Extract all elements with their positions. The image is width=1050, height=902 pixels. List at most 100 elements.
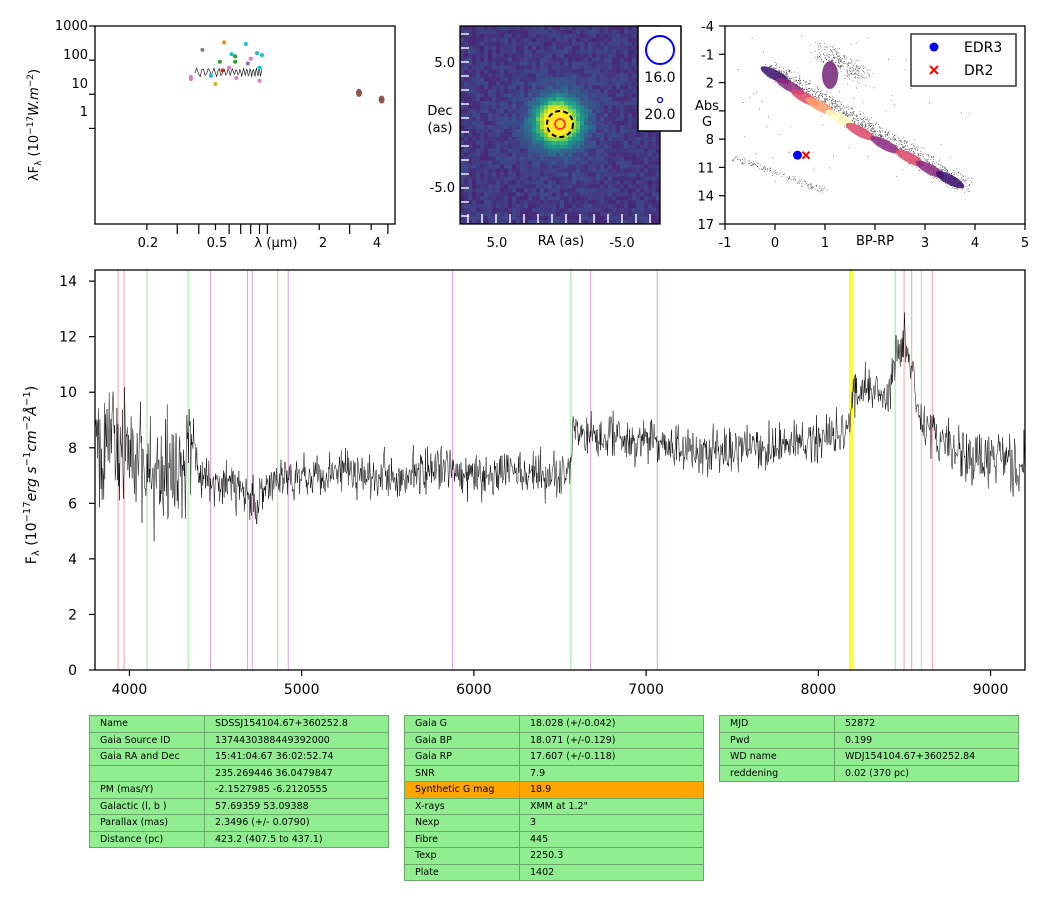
hrd-background-star: [850, 113, 852, 115]
cutout-pixel: [640, 204, 645, 209]
cutout-pixel: [596, 196, 601, 201]
hrd-background-star: [790, 178, 792, 180]
cutout-pixel: [548, 97, 553, 102]
hrd-ylabel-g: G: [702, 115, 712, 130]
cutout-pixel: [496, 73, 501, 78]
cutout-pixel: [500, 180, 505, 185]
cutout-pixel: [616, 26, 621, 31]
cutout-pixel: [500, 129, 505, 134]
cutout-pixel: [592, 77, 597, 82]
hrd-background-star: [798, 183, 800, 185]
cutout-pixel: [512, 109, 517, 114]
cutout-pixel: [632, 26, 637, 31]
hrd-background-star: [938, 179, 940, 181]
cutout-pixel: [604, 57, 609, 62]
cutout-pixel: [516, 180, 521, 185]
cutout-pixel: [544, 117, 549, 122]
cutout-pixel: [564, 81, 569, 86]
cutout-pixel: [548, 77, 553, 82]
cutout-pixel: [600, 184, 605, 189]
cutout-pixel: [476, 144, 481, 150]
cutout-pixel: [652, 180, 657, 185]
hrd-xtick-label: 4: [971, 236, 979, 251]
cutout-pixel: [596, 164, 601, 169]
cutout-pixel: [588, 176, 593, 181]
cutout-pixel: [564, 109, 569, 114]
cutout-pixel: [500, 45, 505, 51]
cutout-pixel: [624, 152, 629, 157]
cutout-pixel: [496, 212, 501, 217]
cutout-pixel: [496, 216, 501, 221]
cutout-pixel: [512, 188, 517, 193]
cutout-pixel: [560, 45, 565, 51]
cutout-pixel: [536, 196, 541, 201]
cutout-pixel: [464, 136, 469, 142]
cutout-pixel: [580, 45, 585, 51]
cutout-pixel: [584, 172, 589, 177]
cutout-pixel: [572, 49, 577, 55]
cutout-pixel: [572, 180, 577, 185]
cutout-pixel: [540, 89, 545, 94]
cutout-pixel: [484, 117, 489, 122]
cutout-pixel: [576, 117, 581, 122]
hrd-background-star: [914, 138, 916, 140]
hrd-background-star: [904, 142, 905, 144]
cutout-pixel: [472, 61, 477, 66]
cutout-pixel: [488, 188, 493, 193]
sed-ytick-100: 100: [63, 48, 88, 63]
cutout-pixel: [544, 188, 549, 193]
cutout-pixel: [468, 144, 473, 150]
cutout-pixel: [536, 168, 541, 173]
cutout-pixel: [480, 204, 485, 209]
cutout-pixel: [600, 30, 605, 35]
cutout-pixel: [504, 208, 509, 213]
cutout-pixel: [460, 26, 465, 31]
hrd-background-star: [851, 106, 853, 108]
cutout-pixel: [564, 113, 569, 118]
hrd-background-star: [850, 73, 852, 75]
cutout-pixel: [596, 192, 601, 197]
cutout-pixel: [512, 184, 517, 189]
hrd-background-star: [871, 131, 873, 133]
cutout-pixel: [488, 160, 493, 165]
hrd-target-points: [793, 150, 811, 160]
cutout-pixel: [504, 77, 509, 82]
cutout-pixel: [624, 168, 629, 173]
hrd-background-star: [777, 174, 779, 176]
cutout-pixel: [564, 188, 569, 193]
cutout-pixel: [580, 184, 585, 189]
hrd-background-star: [831, 99, 833, 101]
cutout-pixel: [528, 168, 533, 173]
hrd-background-star: [822, 54, 824, 56]
hrd-background-star: [786, 177, 788, 179]
cutout-pixel: [596, 168, 601, 173]
hrd-background-star: [938, 163, 940, 165]
legend-dr2-label: DR2: [964, 63, 993, 79]
cutout-pixel: [460, 196, 465, 201]
cutout-pixel: [604, 132, 609, 138]
cutout-pixel: [544, 45, 549, 51]
cutout-pixel: [656, 216, 661, 221]
cutout-pixel: [504, 57, 509, 62]
hrd-background-star: [779, 70, 781, 71]
cutout-pixel: [488, 69, 493, 74]
cutout-pixel: [652, 196, 657, 201]
cutout-pixel: [548, 216, 553, 221]
cutout-pixel: [520, 148, 525, 154]
cutout-pixel: [520, 45, 525, 51]
hrd-background-star: [769, 170, 771, 172]
cutout-pixel: [464, 129, 469, 134]
cutout-pixel: [656, 156, 661, 161]
hrd-background-star: [873, 130, 875, 132]
cutout-pixel: [472, 129, 477, 134]
cutout-pixel: [532, 196, 537, 201]
hrd-background-star: [774, 81, 776, 83]
cutout-pixel: [484, 97, 489, 102]
cutout-pixel: [532, 132, 537, 138]
cutout-pixel: [648, 208, 653, 213]
hrd-background-star: [819, 90, 821, 92]
cutout-pixel: [608, 144, 613, 150]
cutout-pixel: [580, 148, 585, 154]
cutout-pixel: [584, 61, 589, 66]
cutout-pixel: [612, 200, 617, 205]
